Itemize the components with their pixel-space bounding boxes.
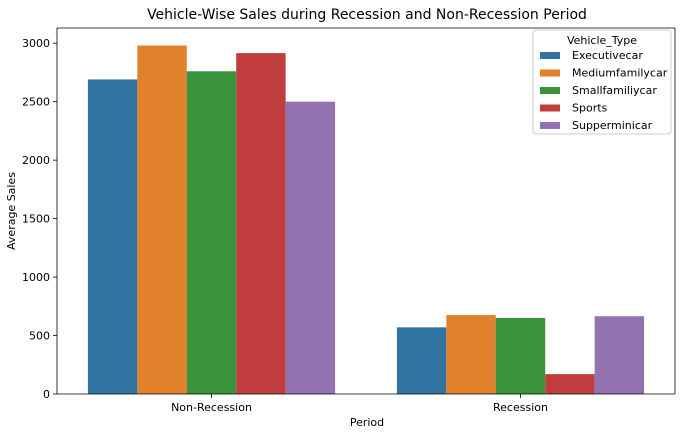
legend-swatch [540, 69, 560, 77]
bar-smallfamiliycar-recession [495, 317, 546, 394]
bars [87, 45, 645, 395]
legend-title: Vehicle_Type [567, 34, 637, 47]
y-tick-label: 0 [43, 388, 50, 401]
legend-label: Supperminicar [572, 119, 653, 132]
legend-swatch [540, 52, 560, 59]
y-axis-label: Average Sales [5, 172, 18, 250]
y-tick-label: 3000 [22, 37, 50, 50]
legend-items: Executivecar Mediumfamilycar Smallfamiliyc… [540, 49, 668, 132]
y-tick-label: 2000 [22, 154, 50, 167]
y-tick-label: 500 [29, 330, 50, 343]
axes [56, 27, 676, 395]
x-axis-label: Period [350, 416, 384, 429]
bar-mediumfamilycar-recession [446, 315, 496, 394]
legend-frame [532, 29, 672, 135]
legend-swatch [540, 104, 560, 112]
chart-title: Vehicle-Wise Sales during Recession and … [147, 7, 587, 23]
bar-executivecar-non-recession [87, 79, 138, 394]
y-ticks: 0 500 1000 1500 2000 2500 3000 [22, 37, 57, 401]
x-tick-label: Recession [493, 401, 548, 414]
bar-smallfamiliycar-non-recession [186, 71, 237, 395]
legend-label: Sports [572, 102, 608, 115]
y-tick-label: 1500 [22, 213, 50, 226]
bar-sports-recession [545, 374, 595, 394]
legend-swatch [540, 122, 560, 129]
bar-supperminicar-non-recession [285, 101, 336, 395]
bar-supperminicar-recession [594, 316, 645, 394]
legend-label: Smallfamiliycar [572, 84, 657, 97]
x-tick-label: Non-Recession [171, 401, 252, 414]
y-tick-label: 2500 [22, 96, 50, 109]
y-tick-label: 1000 [22, 271, 50, 284]
bar-mediumfamilycar-non-recession [137, 45, 187, 394]
legend: Vehicle_Type Executivecar Mediumfamilycar… [532, 29, 672, 135]
legend-swatch [540, 87, 560, 94]
x-ticks: Non-Recession Recession [171, 394, 548, 414]
legend-label: Mediumfamilycar [572, 67, 668, 80]
bar-sports-non-recession [236, 53, 286, 394]
legend-label: Executivecar [572, 49, 643, 62]
bar-executivecar-recession [396, 327, 447, 394]
